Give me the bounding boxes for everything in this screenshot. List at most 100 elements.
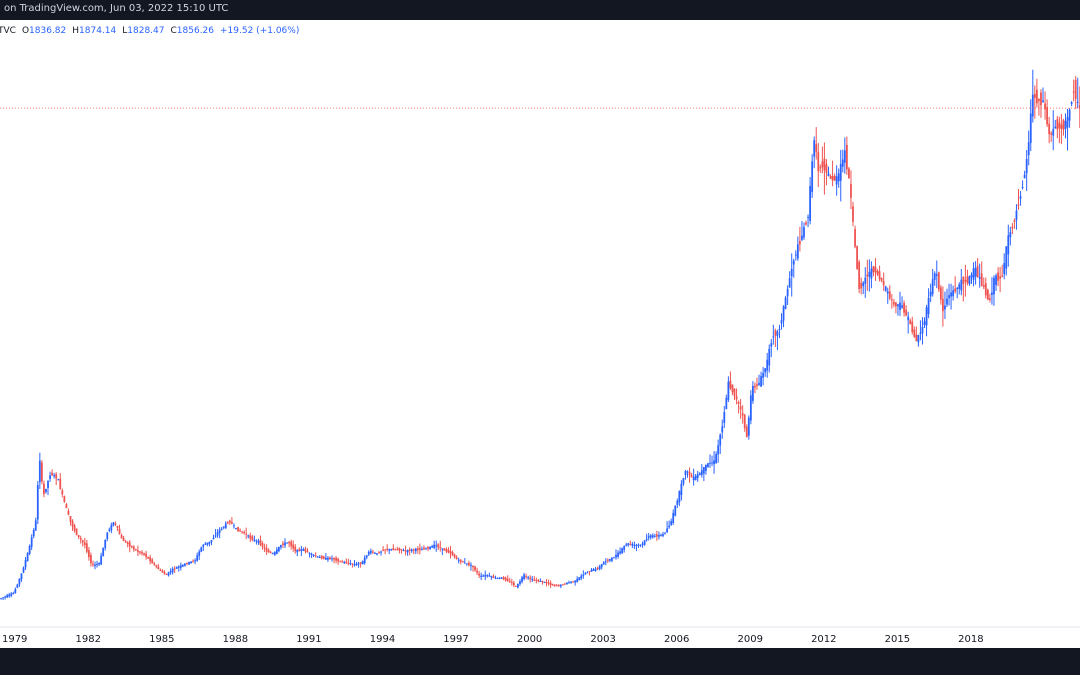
candle <box>498 577 501 580</box>
candle <box>521 575 523 584</box>
candle <box>578 577 581 581</box>
candle <box>778 324 781 339</box>
candle <box>302 547 305 552</box>
candle <box>45 488 47 494</box>
candle <box>482 574 485 577</box>
candle <box>739 399 742 419</box>
candle <box>588 570 591 576</box>
candle <box>950 283 952 310</box>
candle <box>794 250 797 261</box>
candle <box>741 405 744 424</box>
candle <box>792 258 795 278</box>
candle <box>986 288 989 301</box>
candle <box>496 577 499 580</box>
candle <box>175 566 178 569</box>
candle <box>837 168 840 188</box>
candle <box>212 534 215 540</box>
candle <box>290 539 293 550</box>
candle <box>1009 226 1012 246</box>
candle <box>976 258 979 278</box>
candle <box>566 582 568 585</box>
candle <box>984 277 987 299</box>
candle <box>226 520 229 525</box>
candle <box>831 160 834 187</box>
candle <box>416 546 419 554</box>
candle <box>619 547 621 555</box>
x-tick-label: 2015 <box>885 634 910 645</box>
candle <box>433 540 436 550</box>
candle <box>83 537 86 549</box>
candle <box>275 547 278 555</box>
candle <box>51 469 53 477</box>
candle <box>643 540 646 546</box>
candle <box>312 554 315 558</box>
x-tick-label: 2003 <box>590 634 615 645</box>
candle <box>527 575 530 580</box>
candle <box>145 550 147 560</box>
time-axis-ticks: 1979 1982 1985 1988 1991 1994 1997 2000 2003 2006… <box>2 634 984 645</box>
candle <box>611 557 613 563</box>
candle <box>660 533 662 537</box>
legend-symbol: TVC <box>0 26 16 36</box>
candle <box>40 460 43 485</box>
candle <box>913 326 916 338</box>
candle <box>888 285 891 301</box>
x-tick-label: 2000 <box>517 634 542 645</box>
candle <box>324 553 327 560</box>
candle <box>688 467 691 483</box>
candle <box>245 527 248 539</box>
candle <box>549 580 552 588</box>
candle <box>1031 69 1034 123</box>
candle <box>819 164 822 173</box>
candle <box>594 567 597 572</box>
candle <box>502 576 505 581</box>
candle <box>49 471 51 482</box>
candle <box>911 316 914 335</box>
candle <box>733 388 736 401</box>
price-chart[interactable]: 1979 1982 1985 1988 1991 1994 1997 2000 2003 2006… <box>0 20 1080 648</box>
candle <box>672 509 675 525</box>
candle <box>261 541 264 550</box>
candle <box>194 558 197 565</box>
candle <box>729 371 732 390</box>
candle <box>1013 218 1016 229</box>
candle <box>177 565 180 572</box>
x-tick-label: 1982 <box>76 634 101 645</box>
candle <box>61 488 64 498</box>
candle <box>868 259 871 292</box>
candle <box>102 547 105 557</box>
candle <box>202 543 205 551</box>
candle <box>1056 116 1059 139</box>
x-tick-label: 1997 <box>443 634 468 645</box>
candle <box>786 285 789 306</box>
candle <box>993 275 995 306</box>
candles-group <box>0 69 1080 601</box>
candle <box>190 561 192 564</box>
candle <box>306 548 309 553</box>
candle <box>186 562 188 566</box>
candle <box>384 549 387 555</box>
header-text: on TradingView.com, Jun 03, 2022 15:10 U… <box>4 3 229 14</box>
candle <box>892 298 895 308</box>
candle <box>1058 116 1061 144</box>
candle <box>633 541 636 549</box>
candle <box>645 533 648 542</box>
candle <box>768 344 771 373</box>
candle <box>890 294 893 309</box>
candle <box>917 334 920 347</box>
candle <box>629 540 632 546</box>
x-tick-label: 2012 <box>811 634 836 645</box>
candle <box>267 548 270 553</box>
candle <box>132 545 135 552</box>
candle <box>901 296 903 309</box>
candle <box>874 258 877 281</box>
candle <box>204 541 207 545</box>
candle <box>184 562 186 567</box>
candle <box>962 276 965 302</box>
candle <box>760 371 762 387</box>
candle <box>114 521 117 526</box>
candle <box>73 523 76 533</box>
candle <box>772 324 775 345</box>
candle <box>698 472 701 476</box>
candle <box>907 311 910 334</box>
